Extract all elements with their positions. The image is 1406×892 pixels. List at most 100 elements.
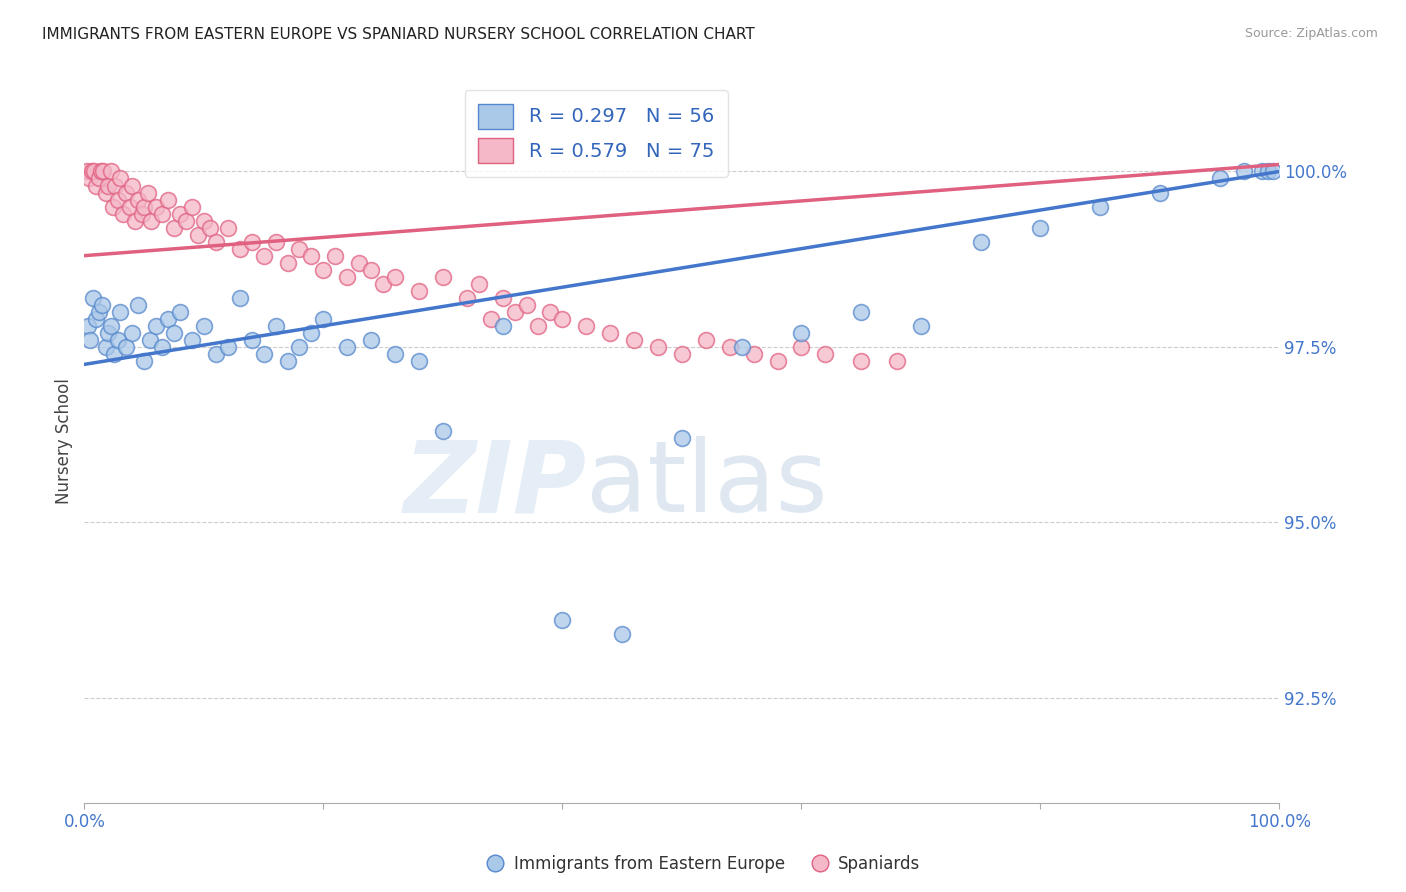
Point xyxy=(851,305,873,319)
Point xyxy=(277,354,299,368)
Point xyxy=(181,200,204,214)
Point xyxy=(671,431,693,445)
Point xyxy=(132,200,156,214)
Point xyxy=(253,347,276,361)
Point xyxy=(193,318,215,333)
Point xyxy=(301,326,323,340)
Point xyxy=(205,235,228,249)
Text: ZIP: ZIP xyxy=(404,436,586,533)
Point xyxy=(157,311,180,326)
Point xyxy=(103,347,125,361)
Point xyxy=(516,298,538,312)
Point xyxy=(110,305,132,319)
Point xyxy=(115,340,138,354)
Point xyxy=(527,318,550,333)
Point xyxy=(229,242,252,256)
Point xyxy=(790,326,813,340)
Point xyxy=(1029,220,1052,235)
Point xyxy=(131,206,153,220)
Point xyxy=(264,318,287,333)
Point xyxy=(766,354,789,368)
Text: Source: ZipAtlas.com: Source: ZipAtlas.com xyxy=(1244,27,1378,40)
Point xyxy=(90,164,112,178)
Point xyxy=(91,298,114,312)
Point xyxy=(851,354,873,368)
Point xyxy=(80,164,103,178)
Point xyxy=(1257,164,1279,178)
Point xyxy=(136,186,159,200)
Point xyxy=(910,318,932,333)
Point xyxy=(187,227,209,242)
Point xyxy=(240,235,263,249)
Text: atlas: atlas xyxy=(586,436,828,533)
Point xyxy=(87,171,110,186)
Point xyxy=(456,291,478,305)
Point xyxy=(1209,171,1232,186)
Point xyxy=(110,171,132,186)
Point xyxy=(336,340,359,354)
Text: IMMIGRANTS FROM EASTERN EUROPE VS SPANIARD NURSERY SCHOOL CORRELATION CHART: IMMIGRANTS FROM EASTERN EUROPE VS SPANIA… xyxy=(42,27,755,42)
Point xyxy=(163,220,186,235)
Point xyxy=(169,305,191,319)
Point xyxy=(970,235,993,249)
Point xyxy=(163,326,186,340)
Point xyxy=(408,354,430,368)
Point xyxy=(551,614,574,628)
Point xyxy=(695,333,717,347)
Point xyxy=(87,305,110,319)
Point xyxy=(139,333,162,347)
Point xyxy=(360,262,382,277)
Point xyxy=(150,340,173,354)
Point xyxy=(814,347,837,361)
Point xyxy=(198,220,221,235)
Point xyxy=(1090,200,1112,214)
Point xyxy=(100,164,122,178)
Point xyxy=(205,347,228,361)
Point xyxy=(100,318,122,333)
Point xyxy=(312,262,335,277)
Point xyxy=(86,311,108,326)
Legend: R = 0.297   N = 56, R = 0.579   N = 75: R = 0.297 N = 56, R = 0.579 N = 75 xyxy=(464,90,728,177)
Point xyxy=(86,178,108,193)
Point xyxy=(373,277,395,291)
Point xyxy=(240,333,263,347)
Point xyxy=(731,340,754,354)
Point xyxy=(76,164,98,178)
Point xyxy=(107,193,129,207)
Point xyxy=(325,249,347,263)
Point xyxy=(468,277,491,291)
Point xyxy=(145,318,167,333)
Point xyxy=(97,326,120,340)
Point xyxy=(1149,186,1171,200)
Point xyxy=(432,424,454,438)
Point xyxy=(1250,164,1272,178)
Point xyxy=(288,340,311,354)
Point xyxy=(174,213,197,227)
Point xyxy=(124,213,146,227)
Point xyxy=(540,305,562,319)
Point xyxy=(181,333,204,347)
Point xyxy=(77,318,100,333)
Point xyxy=(101,200,124,214)
Point xyxy=(384,269,406,284)
Point xyxy=(599,326,621,340)
Point xyxy=(479,311,502,326)
Point xyxy=(82,291,104,305)
Point xyxy=(718,340,741,354)
Point xyxy=(141,213,163,227)
Point xyxy=(264,235,287,249)
Point xyxy=(121,326,143,340)
Point xyxy=(408,284,430,298)
Point xyxy=(790,340,813,354)
Point xyxy=(83,164,105,178)
Point xyxy=(1263,164,1285,178)
Point xyxy=(94,186,117,200)
Point xyxy=(492,291,515,305)
Point xyxy=(217,220,239,235)
Point xyxy=(157,193,180,207)
Point xyxy=(94,340,117,354)
Point xyxy=(647,340,669,354)
Point xyxy=(115,186,138,200)
Point xyxy=(217,340,239,354)
Point xyxy=(432,269,454,284)
